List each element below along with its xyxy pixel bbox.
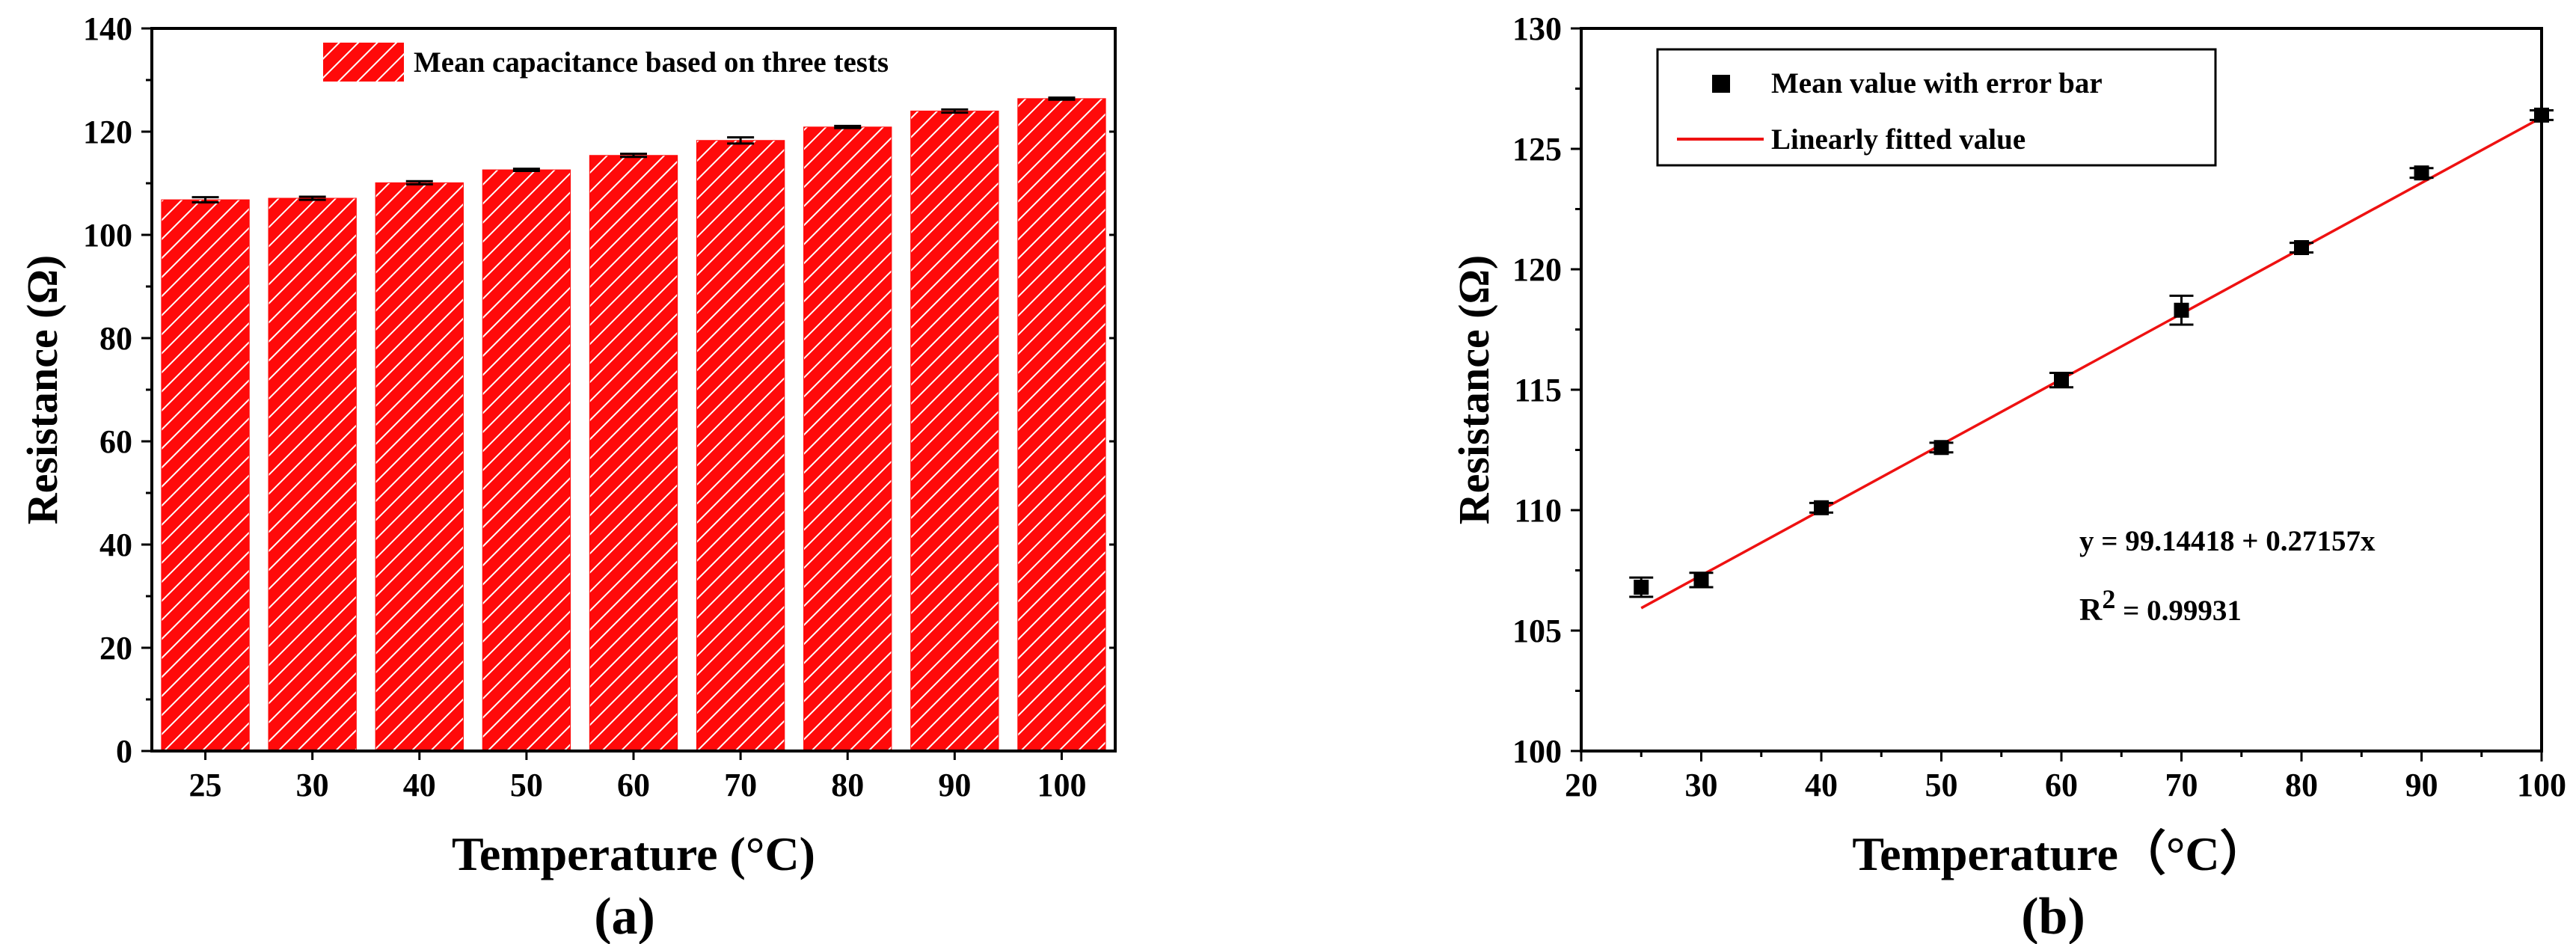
- error-bar: [620, 153, 647, 159]
- data-point: [2414, 165, 2429, 181]
- x-tick-label: 30: [1685, 767, 1718, 803]
- bar: [375, 182, 464, 752]
- y-tick-label: 140: [83, 10, 132, 47]
- y-tick-label: 110: [1514, 492, 1562, 529]
- y-axis-label: Resistance (Ω): [1450, 255, 1498, 525]
- chart-a: 0 20 40 60 80 100 120 140 25 30 40 50 60 70 80 90 100 M…: [18, 10, 1117, 944]
- x-tick-label: 90: [2405, 767, 2438, 803]
- data-point: [1814, 500, 1829, 515]
- x-tick-label: 90: [938, 767, 971, 803]
- data-point: [1634, 580, 1649, 595]
- x-tick-label: 40: [403, 767, 436, 803]
- data-point: [1693, 572, 1709, 588]
- x-tick-label: 100: [2517, 767, 2566, 803]
- panel-label-a: (a): [594, 888, 655, 944]
- x-axis: 25 30 40 50 60 70 80 90 100: [189, 751, 1086, 803]
- error-bar: [1048, 96, 1076, 101]
- error-bar: [405, 180, 433, 186]
- x-tick-label: 60: [617, 767, 650, 803]
- data-point: [2174, 302, 2189, 318]
- bar-series: [161, 98, 1106, 752]
- y-tick-label: 80: [99, 320, 132, 357]
- x-tick-label: 60: [2045, 767, 2078, 803]
- x-axis-label: Temperature（°C）: [1852, 827, 2267, 880]
- error-bar: [941, 108, 969, 114]
- y-tick-label: 20: [99, 630, 132, 666]
- bar: [268, 197, 357, 752]
- legend-b: Mean value with error bar Linearly fitte…: [1656, 48, 2217, 167]
- y-tick-label: 100: [1512, 733, 1562, 770]
- y-tick-label: 105: [1512, 613, 1562, 649]
- error-bars: [191, 96, 1076, 204]
- legend-swatch: [323, 43, 404, 82]
- x-tick-label: 80: [831, 767, 864, 803]
- data-point: [2054, 373, 2069, 388]
- bar: [1017, 98, 1106, 752]
- x-tick-label: 25: [189, 767, 222, 803]
- data-point: [1933, 440, 1949, 456]
- x-tick-label: 40: [1805, 767, 1838, 803]
- bar: [482, 169, 571, 752]
- fit-equation: y = 99.14418 + 0.27157x: [2079, 525, 2376, 557]
- bar: [161, 199, 250, 752]
- x-tick-label: 70: [724, 767, 757, 803]
- legend-a: Mean capacitance based on three tests: [323, 43, 889, 82]
- y-tick-label: 120: [83, 114, 132, 150]
- chart-b: 100 105 110 115 120 125 130 20 30 40 50 60 70 80 90 10…: [1450, 10, 2566, 944]
- y-tick-label: 125: [1512, 131, 1562, 168]
- error-bars: [1629, 108, 2554, 598]
- legend-label: Mean value with error bar: [1771, 67, 2103, 99]
- data-point: [2534, 107, 2549, 123]
- y-tick-label: 100: [83, 217, 132, 254]
- panel-label-b: (b): [2021, 888, 2085, 944]
- y-tick-label: 60: [99, 423, 132, 460]
- r2-exponent: 2: [2102, 584, 2115, 614]
- x-tick-label: 50: [1925, 767, 1958, 803]
- x-tick-label: 30: [296, 767, 329, 803]
- x-axis: 20 30 40 50 60 70 80 90 100: [1565, 751, 2566, 803]
- r2-value: = 0.99931: [2115, 595, 2241, 627]
- bar: [589, 155, 678, 752]
- legend-label: Mean capacitance based on three tests: [414, 46, 889, 79]
- bar: [803, 126, 892, 752]
- legend-label: Linearly fitted value: [1771, 123, 2025, 156]
- r-squared: R2 = 0.99931: [2079, 584, 2242, 628]
- error-bar: [191, 196, 219, 204]
- legend-frame: [1656, 48, 2217, 167]
- x-tick-label: 50: [510, 767, 543, 803]
- y-tick-label: 0: [116, 733, 132, 770]
- legend-marker-swatch: [1712, 75, 1730, 93]
- error-bar: [727, 136, 755, 145]
- error-bar: [298, 195, 326, 201]
- bar: [910, 110, 999, 752]
- fit-line: [1640, 116, 2542, 610]
- x-tick-label: 20: [1565, 767, 1598, 803]
- error-bar: [834, 124, 862, 129]
- r2-prefix: R: [2079, 593, 2103, 628]
- bar: [696, 140, 785, 752]
- y-tick-label: 130: [1512, 10, 1562, 47]
- x-tick-label: 80: [2285, 767, 2318, 803]
- y-axis: 100 105 110 115 120 125 130: [1512, 10, 1581, 770]
- data-point: [2294, 240, 2309, 256]
- y-tick-label: 40: [99, 527, 132, 563]
- y-tick-label: 115: [1514, 372, 1562, 408]
- y-tick-label: 120: [1512, 251, 1562, 288]
- x-axis-label: Temperature (°C): [452, 827, 815, 880]
- y-axis-label: Resistance (Ω): [18, 255, 67, 525]
- y-axis: 0 20 40 60 80 100 120 140: [83, 10, 1115, 770]
- error-bar: [512, 168, 540, 172]
- x-tick-label: 100: [1037, 767, 1086, 803]
- data-points: [1634, 107, 2549, 595]
- x-tick-label: 70: [2165, 767, 2198, 803]
